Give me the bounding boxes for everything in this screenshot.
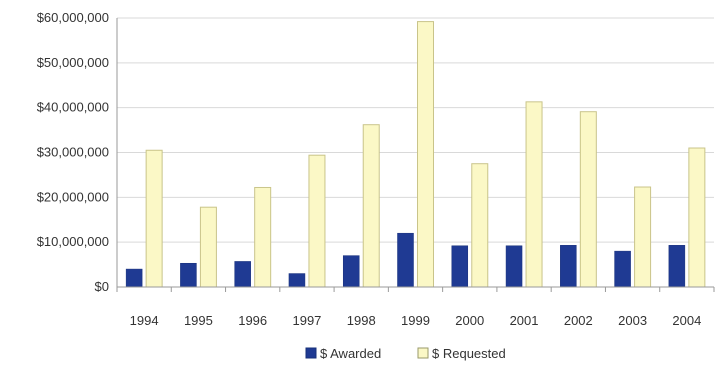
- bar-awarded: [505, 245, 523, 288]
- y-tick-label: $40,000,000: [37, 100, 109, 115]
- bar-awarded: [234, 261, 251, 288]
- bar-awarded: [451, 245, 469, 288]
- bar-awarded: [560, 245, 577, 288]
- bar-requested: [579, 111, 597, 288]
- x-tick-label: 2004: [672, 313, 701, 328]
- x-tick-label: 1998: [347, 313, 376, 328]
- bar-awarded: [125, 268, 143, 288]
- bar-awarded: [288, 273, 306, 288]
- y-tick-label: $50,000,000: [37, 55, 109, 70]
- legend: $ Awarded $ Requested: [305, 346, 506, 361]
- x-tick-label: 1994: [130, 313, 159, 328]
- bar-requested: [145, 149, 163, 288]
- y-tick-labels: $0 $10,000,000 $20,000,000 $30,000,000 $40,0…: [37, 10, 109, 294]
- bar-requested: [199, 206, 217, 288]
- y-tick-label: $60,000,000: [37, 10, 109, 25]
- axes: [116, 18, 715, 292]
- bar-awarded: [342, 255, 360, 288]
- legend-swatch-requested: [417, 347, 429, 359]
- bar-awarded: [397, 232, 414, 288]
- bar-requested: [471, 163, 489, 288]
- legend-swatch-awarded: [305, 347, 317, 359]
- y-tick-label: $0: [95, 279, 109, 294]
- x-tick-label: 1997: [292, 313, 321, 328]
- y-tick-label: $10,000,000: [37, 234, 109, 249]
- bar-requested: [634, 186, 652, 288]
- x-tick-label: 2002: [564, 313, 593, 328]
- bar-requested: [417, 21, 434, 288]
- x-tick-labels: 1994 1995 1996 1997 1998 1999 2000 2001 2002 2003…: [130, 313, 702, 328]
- x-tick-label: 1999: [401, 313, 430, 328]
- bar-requested: [525, 101, 543, 288]
- y-tick-label: $30,000,000: [37, 145, 109, 160]
- bar-requested: [254, 186, 272, 288]
- x-tick-label: 1996: [238, 313, 267, 328]
- bar-requested: [308, 154, 326, 288]
- y-tick-label: $20,000,000: [37, 189, 109, 204]
- x-tick-label: 1995: [184, 313, 213, 328]
- bar-awarded: [614, 250, 631, 288]
- bars: [125, 21, 706, 288]
- legend-label: $ Requested: [432, 346, 506, 361]
- grid-lines: [117, 17, 714, 243]
- x-tick-label: 2000: [455, 313, 484, 328]
- bar-requested: [688, 147, 706, 288]
- x-tick-label: 2001: [510, 313, 539, 328]
- legend-label: $ Awarded: [320, 346, 381, 361]
- x-tick-label: 2003: [618, 313, 647, 328]
- bar-awarded: [668, 245, 686, 288]
- bar-requested: [362, 124, 380, 288]
- bar-awarded: [180, 262, 197, 288]
